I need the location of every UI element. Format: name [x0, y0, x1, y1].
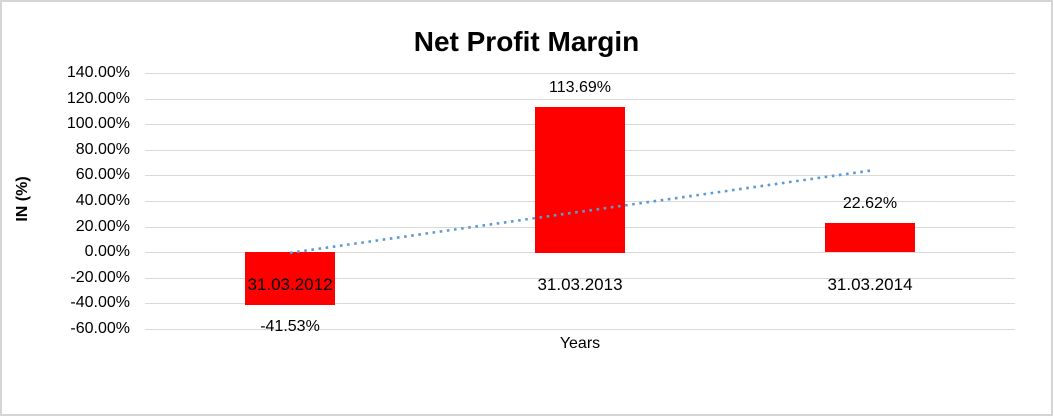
x-axis-title: Years — [559, 335, 601, 352]
chart-title: Net Profit Margin — [413, 26, 640, 57]
y-tick-label: -40.00% — [70, 294, 130, 311]
y-tick-label: -20.00% — [70, 269, 130, 286]
y-tick-label: 120.00% — [66, 90, 130, 107]
bar-data-label: 22.62% — [842, 195, 898, 212]
bar-31.03.2012 — [245, 252, 335, 305]
bar-31.03.2014 — [825, 223, 915, 252]
gridline — [145, 303, 1015, 304]
gridline — [145, 329, 1015, 330]
y-tick-label: 100.00% — [66, 115, 130, 132]
y-tick-label: 60.00% — [75, 166, 130, 183]
gridline — [145, 99, 1015, 100]
gridline — [145, 278, 1015, 279]
y-tick-label: 40.00% — [75, 192, 130, 209]
x-category-label: 31.03.2014 — [827, 275, 913, 294]
y-tick-label: 80.00% — [75, 141, 130, 158]
gridline — [145, 73, 1015, 74]
bar-data-label: 113.69% — [549, 79, 611, 96]
y-tick-label: 0.00% — [84, 243, 130, 260]
y-tick-label: -60.00% — [70, 320, 130, 337]
y-tick-label: 140.00% — [66, 64, 130, 81]
x-category-label: 31.03.2012 — [247, 275, 333, 294]
bar-31.03.2013 — [535, 107, 625, 253]
x-category-label: 31.03.2013 — [537, 275, 623, 294]
y-tick-label: 20.00% — [75, 218, 130, 235]
bar-data-label: -41.53% — [260, 318, 320, 335]
